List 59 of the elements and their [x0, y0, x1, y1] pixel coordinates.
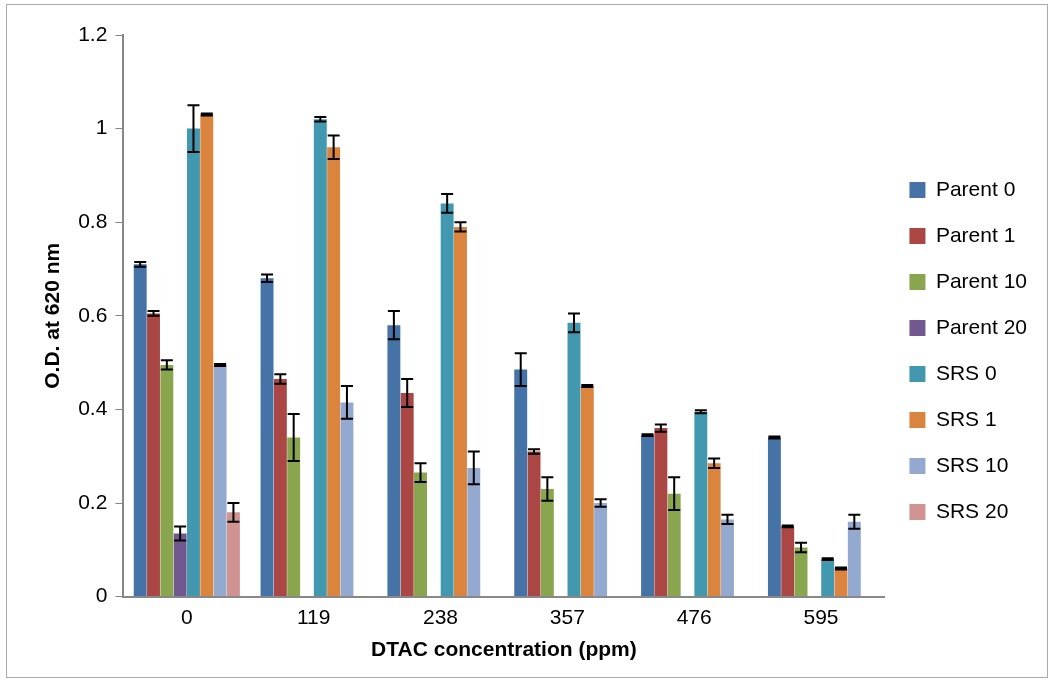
- y-tick-label: 0.8: [78, 209, 108, 232]
- bar: [594, 503, 608, 597]
- y-tick-label: 0.4: [78, 396, 108, 420]
- bar: [213, 364, 227, 597]
- bar: [340, 402, 354, 597]
- x-tick-label: 595: [803, 605, 839, 628]
- bar: [540, 488, 554, 597]
- legend-label: SRS 20: [935, 498, 1009, 522]
- bar: [514, 369, 528, 597]
- bar: [454, 226, 467, 597]
- bar: [580, 386, 594, 597]
- bar: [781, 526, 795, 597]
- bar: [200, 114, 214, 597]
- bar: [567, 322, 581, 597]
- bar: [847, 521, 861, 597]
- x-tick-label: 0: [180, 605, 193, 628]
- bar: [440, 203, 454, 597]
- x-tick-label: 238: [422, 605, 459, 628]
- bar: [226, 512, 240, 597]
- legend-label: Parent 10: [935, 268, 1028, 292]
- bar: [527, 451, 541, 597]
- bar: [173, 533, 187, 597]
- bar: [160, 364, 174, 597]
- bar: [654, 428, 668, 597]
- bar: [721, 519, 734, 597]
- bar: [400, 393, 414, 597]
- y-tick-label: 1: [95, 115, 108, 139]
- x-tick-label: 119: [296, 605, 331, 628]
- bar: [667, 493, 681, 597]
- x-tick-label: 357: [549, 605, 585, 628]
- y-tick-label: 0: [95, 583, 108, 607]
- bar: [821, 559, 835, 597]
- y-tick-label: 1.2: [78, 21, 108, 45]
- bar: [273, 378, 287, 597]
- bar: [707, 463, 721, 597]
- y-axis-title: O.D. at 620 nm: [40, 242, 64, 389]
- x-axis-title: DTAC concentration (ppm): [371, 637, 637, 661]
- legend-label: Parent 0: [935, 176, 1016, 200]
- y-tick-label: 0.2: [78, 489, 108, 513]
- legend-label: SRS 1: [935, 406, 997, 430]
- bar: [767, 437, 781, 597]
- bar: [327, 147, 341, 597]
- bar: [467, 467, 481, 597]
- bar: [260, 278, 274, 597]
- legend-label: SRS 0: [935, 360, 997, 384]
- bar: [694, 411, 708, 597]
- bar: [187, 128, 200, 597]
- bar: [147, 313, 160, 597]
- bar: [414, 472, 427, 597]
- y-tick-label: 0.6: [78, 302, 108, 326]
- bar: [641, 435, 655, 597]
- bar: [133, 264, 147, 597]
- bar: [313, 119, 327, 597]
- legend-label: Parent 20: [935, 314, 1028, 338]
- bar: [387, 325, 401, 597]
- bar: [287, 437, 301, 597]
- legend-label: Parent 1: [935, 222, 1016, 246]
- x-tick-label: 476: [676, 605, 712, 628]
- legend-label: SRS 10: [935, 452, 1009, 476]
